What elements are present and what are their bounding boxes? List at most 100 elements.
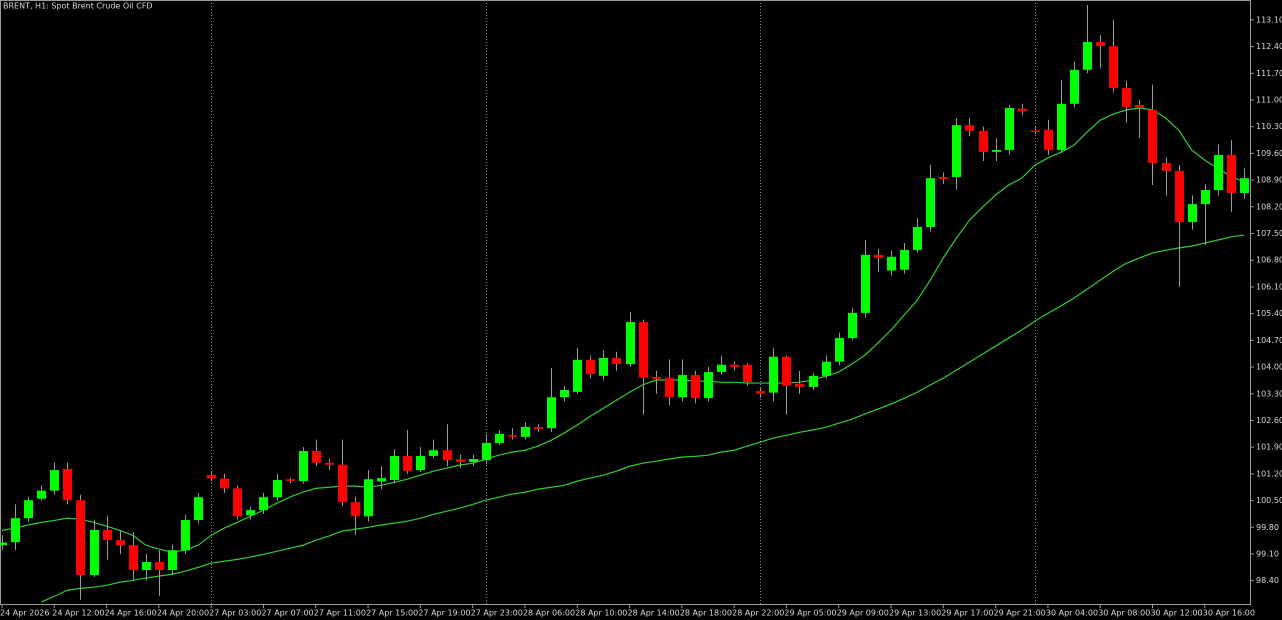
candle-body <box>822 361 831 376</box>
candle-body <box>979 130 988 152</box>
candle-body <box>848 312 857 339</box>
x-tick-label: 28 Apr 14:00 <box>628 609 680 618</box>
candle-body <box>469 459 478 463</box>
y-tick-label: 113.10 <box>1256 15 1282 24</box>
y-tick-label: 106.10 <box>1256 282 1282 291</box>
candle-body <box>103 529 112 540</box>
candle-body <box>900 249 909 270</box>
x-tick-label: 29 Apr 17:00 <box>941 609 993 618</box>
x-tick-label: 28 Apr 22:00 <box>732 609 784 618</box>
candle-body <box>809 375 818 387</box>
x-tick-label: 24 Apr 12:00 <box>52 609 104 618</box>
candles <box>0 4 1249 600</box>
candle-body <box>76 500 85 576</box>
candle-body <box>168 550 177 571</box>
moving-average-line <box>40 234 1245 603</box>
x-tick-label: 28 Apr 06:00 <box>523 609 575 618</box>
candle-body <box>259 497 268 511</box>
candle-body <box>0 542 7 546</box>
x-tick-label: 30 Apr 12:00 <box>1150 609 1202 618</box>
x-tick-label: 27 Apr 07:00 <box>261 609 313 618</box>
y-tick-label: 100.50 <box>1256 496 1282 505</box>
candle-body <box>37 490 46 499</box>
candle-body <box>1122 88 1131 107</box>
candle-body <box>1162 162 1171 171</box>
candle-body <box>835 338 844 362</box>
y-tick-label: 108.90 <box>1256 176 1282 185</box>
candle-body <box>1227 154 1236 194</box>
plot-frame <box>0 0 1251 605</box>
candle-body <box>939 177 948 179</box>
x-tick-label: 28 Apr 18:00 <box>680 609 732 618</box>
x-tick-label: 24 Apr 2026 <box>0 609 49 618</box>
candle-body <box>534 426 543 429</box>
candle-body <box>586 359 595 374</box>
candle-body <box>443 450 452 461</box>
candle-body <box>429 450 438 456</box>
x-tick-label: 27 Apr 23:00 <box>471 609 523 618</box>
candle-body <box>952 125 961 178</box>
candle-body <box>508 434 517 437</box>
candle-body <box>11 518 20 543</box>
candle-body <box>1057 103 1066 150</box>
candle-body <box>403 455 412 471</box>
candle-body <box>207 475 216 479</box>
candle-body <box>338 464 347 503</box>
chart-title: BRENT, H1: Spot Brent Crude Oil CFD <box>3 2 153 11</box>
candle-body <box>678 375 687 398</box>
x-tick-label: 29 Apr 09:00 <box>837 609 889 618</box>
candle-body <box>913 227 922 250</box>
candle-body <box>1148 109 1157 163</box>
candle-body <box>194 497 203 521</box>
candle-body <box>573 359 582 392</box>
x-tick-label: 29 Apr 05:00 <box>784 609 836 618</box>
x-tick-label: 24 Apr 16:00 <box>105 609 157 618</box>
candle-body <box>286 479 295 482</box>
y-tick-label: 108.20 <box>1256 202 1282 211</box>
x-tick-label: 30 Apr 04:00 <box>1046 609 1098 618</box>
candle-body <box>665 377 674 398</box>
candle-body <box>116 539 125 546</box>
candle-body <box>1135 104 1144 108</box>
candle-body <box>90 529 99 576</box>
candle-body <box>377 478 386 482</box>
candle-body <box>1005 107 1014 150</box>
candle-body <box>299 450 308 482</box>
moving-average-line <box>1 107 1245 553</box>
candle-body <box>220 478 229 489</box>
candle-body <box>521 426 530 437</box>
y-tick-label: 99.10 <box>1256 550 1279 559</box>
candle-body <box>1044 129 1053 150</box>
candle-body <box>599 357 608 376</box>
candle-body <box>482 442 491 461</box>
y-tick-label: 102.60 <box>1256 416 1282 425</box>
candle-body <box>652 376 661 379</box>
candle-body <box>782 356 791 386</box>
candle-body <box>704 372 713 398</box>
y-tick-label: 105.40 <box>1256 309 1282 318</box>
candle-body <box>1018 108 1027 112</box>
candle-body <box>364 479 373 517</box>
y-tick-label: 109.60 <box>1256 149 1282 158</box>
candle-body <box>312 450 321 463</box>
candle-body <box>1175 170 1184 223</box>
candle-body <box>50 470 59 491</box>
candle-body <box>560 389 569 398</box>
y-tick-label: 104.70 <box>1256 336 1282 345</box>
candle-body <box>351 502 360 517</box>
candle-body <box>887 256 896 271</box>
y-tick-label: 110.30 <box>1256 122 1282 131</box>
x-tick-label: 27 Apr 15:00 <box>366 609 418 618</box>
y-tick-label: 106.80 <box>1256 256 1282 265</box>
candle-body <box>456 459 465 463</box>
candle-body <box>1109 46 1118 89</box>
candle-body <box>142 562 151 571</box>
candle-body <box>1070 69 1079 104</box>
candle-body <box>416 455 425 471</box>
candle-body <box>743 364 752 382</box>
candle-body <box>1188 204 1197 223</box>
candle-body <box>390 455 399 480</box>
candle-body <box>24 500 33 519</box>
candle-body <box>1240 178 1249 194</box>
